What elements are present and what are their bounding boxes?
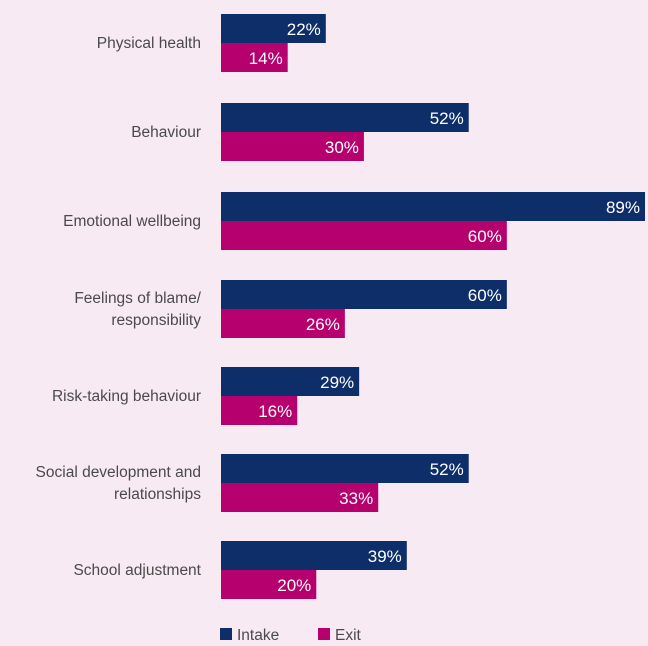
bar-exit: [221, 396, 298, 425]
bar-intake: [221, 103, 469, 132]
bar-intake: [221, 367, 360, 396]
category-label-line: Social development and: [36, 464, 201, 481]
data-label-exit: 16%: [258, 402, 292, 421]
category-label-line: Risk-taking behaviour: [52, 388, 201, 405]
category-label-line: Feelings of blame/: [74, 290, 201, 307]
bar-exit: [221, 309, 345, 338]
category-label-line: responsibility: [111, 312, 201, 329]
bar-exit: [221, 570, 317, 599]
legend-swatch-intake: [220, 628, 232, 640]
category-label: Risk-taking behaviour: [52, 388, 201, 405]
data-label-exit: 26%: [306, 315, 340, 334]
category-label: Social development and relationships: [36, 464, 202, 503]
data-label-exit: 60%: [468, 227, 502, 246]
legend-swatch-exit: [318, 628, 330, 640]
category-label-line: Physical health: [97, 35, 201, 52]
data-label-intake: 52%: [430, 109, 464, 128]
category-label: Physical health: [97, 35, 201, 52]
bar-exit: [221, 43, 288, 72]
bar-intake: [221, 192, 645, 221]
data-label-exit: 20%: [277, 576, 311, 595]
bars: 22%14% 52% 30% 89% 60% 60% 26% 29% 16% 52% 33% 39% 2…: [221, 14, 645, 599]
category-label-line: Behaviour: [131, 124, 201, 141]
category-label: Feelings of blame/responsibility: [74, 290, 201, 329]
legend-label-exit: Exit: [335, 627, 362, 644]
bar-exit: [221, 483, 379, 512]
data-label-exit: 33%: [339, 489, 373, 508]
data-label-intake: 29%: [320, 373, 354, 392]
data-label-intake: 39%: [368, 547, 402, 566]
data-label-intake: 22%: [287, 20, 321, 39]
bar-exit: [221, 132, 364, 161]
legend-label-intake: Intake: [237, 627, 279, 644]
data-label-exit: 14%: [249, 49, 283, 68]
data-label-intake: 60%: [468, 286, 502, 305]
category-label-line: School adjustment: [73, 562, 201, 579]
category-label-line: Emotional wellbeing: [63, 213, 201, 230]
bar-intake: [221, 454, 469, 483]
bar-intake: [221, 541, 407, 570]
category-labels: Physical health Behaviour Emotional wellbe…: [36, 35, 202, 579]
bar-exit: [221, 221, 507, 250]
bar-intake: [221, 280, 507, 309]
data-label-intake: 89%: [606, 198, 640, 217]
category-label: Emotional wellbeing: [63, 213, 201, 230]
data-label-exit: 30%: [325, 138, 359, 157]
bar-intake: [221, 14, 326, 43]
category-label: Behaviour: [131, 124, 201, 141]
category-label-line: relationships: [114, 486, 201, 503]
category-label: School adjustment: [73, 562, 201, 579]
legend: Intake Exit: [220, 627, 362, 644]
data-label-intake: 52%: [430, 460, 464, 479]
